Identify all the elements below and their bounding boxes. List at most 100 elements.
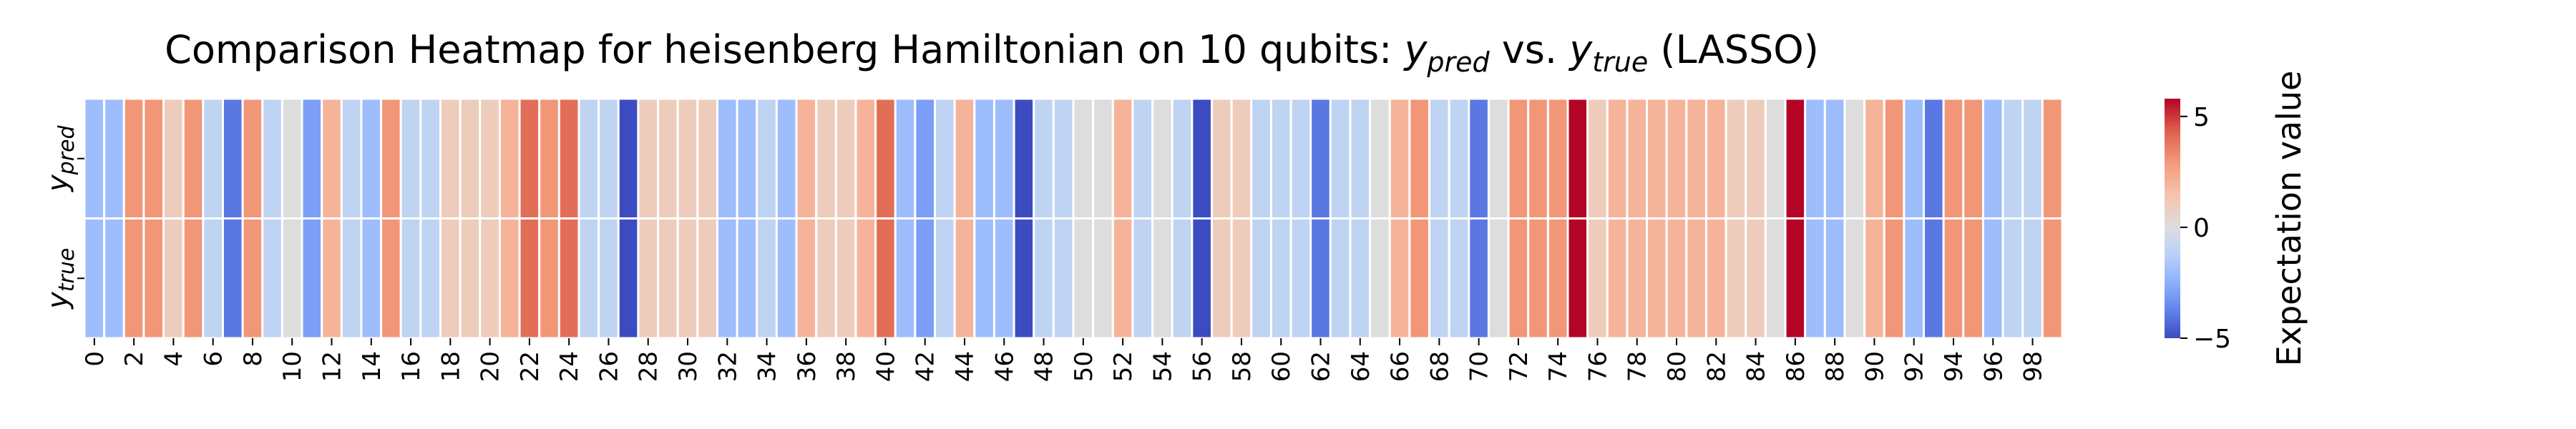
x-tick-label: 88 xyxy=(1821,351,1850,382)
x-tick-label: 10 xyxy=(278,351,307,382)
heatmap-cell xyxy=(1586,97,1609,220)
heatmap-cell xyxy=(498,97,521,220)
x-tick-label: 94 xyxy=(1940,351,1968,382)
heatmap-cell xyxy=(1210,217,1233,340)
x-tick-label: 74 xyxy=(1544,351,1573,382)
heatmap-cell xyxy=(1210,97,1233,220)
heatmap-cell xyxy=(1111,97,1134,220)
x-tick-label: 14 xyxy=(358,351,386,382)
x-tick-label: 40 xyxy=(872,351,900,382)
heatmap-cell xyxy=(617,217,640,340)
heatmap-cell xyxy=(419,217,442,340)
heatmap-cell xyxy=(815,97,837,220)
heatmap-cell xyxy=(1724,217,1747,340)
heatmap-cell xyxy=(1171,97,1194,220)
heatmap-cell xyxy=(1843,97,1866,220)
x-tick-label: 86 xyxy=(1782,351,1810,382)
heatmap-cell xyxy=(1072,97,1095,220)
heatmap-cell xyxy=(301,97,323,220)
heatmap-cell xyxy=(2021,97,2044,220)
heatmap-cell xyxy=(1448,97,1470,220)
heatmap-cell xyxy=(1289,97,1312,220)
heatmap-cell xyxy=(557,97,580,220)
x-tick-label: 62 xyxy=(1307,351,1336,382)
heatmap-cell xyxy=(280,97,303,220)
heatmap-cell xyxy=(1388,217,1411,340)
x-tick-label: 76 xyxy=(1584,351,1612,382)
heatmap-cell xyxy=(815,217,837,340)
x-tick-label: 52 xyxy=(1109,351,1138,382)
heatmap-cell xyxy=(1487,97,1510,220)
heatmap-cell xyxy=(1903,217,1926,340)
x-tick-label: 48 xyxy=(1030,351,1059,382)
colorbar-tick-label: 5 xyxy=(2193,103,2210,132)
heatmap-cell xyxy=(1052,217,1075,340)
heatmap-cell xyxy=(1230,97,1253,220)
heatmap-cell xyxy=(1428,97,1450,220)
heatmap-cell xyxy=(1566,217,1589,340)
heatmap-cell xyxy=(696,217,718,340)
heatmap-cell xyxy=(142,217,165,340)
heatmap-cell xyxy=(1230,217,1253,340)
heatmap-cell xyxy=(1092,217,1114,340)
heatmap-cell xyxy=(1388,97,1411,220)
heatmap-cell xyxy=(479,97,501,220)
heatmap-cell xyxy=(874,217,897,340)
heatmap-cell xyxy=(854,217,877,340)
x-tick-label: 20 xyxy=(477,351,505,382)
heatmap-cell xyxy=(1191,217,1213,340)
heatmap-cell xyxy=(637,217,660,340)
heatmap-cell xyxy=(775,97,798,220)
colorbar-ticks: −5 0 5 xyxy=(2180,103,2231,354)
heatmap-cell xyxy=(597,97,620,220)
heatmap-cell xyxy=(280,217,303,340)
x-tick-label: 8 xyxy=(239,351,268,367)
heatmap-cell xyxy=(380,217,402,340)
heatmap-cell xyxy=(1250,97,1272,220)
colorbar-tick-label: 0 xyxy=(2193,214,2210,243)
heatmap-cell xyxy=(340,97,363,220)
heatmap-cell xyxy=(617,97,640,220)
colorbar-tick-label: −5 xyxy=(2193,325,2231,354)
heatmap-cell xyxy=(775,217,798,340)
heatmap-cell xyxy=(716,217,738,340)
heatmap-cell xyxy=(1468,217,1490,340)
heatmap-cell xyxy=(1942,217,1965,340)
x-tick-label: 6 xyxy=(200,351,228,367)
heatmap-cell xyxy=(914,217,937,340)
heatmap-cell xyxy=(202,97,224,220)
x-tick-label: 98 xyxy=(2019,351,2048,382)
x-tick-label: 80 xyxy=(1663,351,1692,382)
heatmap-cell xyxy=(360,97,383,220)
heatmap-cell xyxy=(1586,217,1609,340)
heatmap-cell xyxy=(914,97,937,220)
x-tick-label: 50 xyxy=(1070,351,1098,382)
x-tick-label: 28 xyxy=(635,351,663,382)
heatmap-cell xyxy=(676,97,699,220)
heatmap-cell xyxy=(736,97,758,220)
heatmap-cell xyxy=(1981,97,2004,220)
heatmap-cell xyxy=(1013,217,1035,340)
colorbar: −5 0 5 Expectation value xyxy=(2165,71,2308,366)
heatmap-cell xyxy=(241,217,264,340)
heatmap-cell xyxy=(1468,97,1490,220)
x-tick-label: 34 xyxy=(753,351,782,382)
heatmap-cell xyxy=(1408,97,1431,220)
heatmap-cell xyxy=(498,217,521,340)
heatmap-cell xyxy=(1289,217,1312,340)
heatmap-cell xyxy=(1309,217,1332,340)
heatmap-cell xyxy=(1191,97,1213,220)
heatmap-cell xyxy=(221,97,244,220)
heatmap-cell xyxy=(716,97,738,220)
heatmap-cell xyxy=(479,217,501,340)
heatmap-cell xyxy=(1369,97,1391,220)
heatmap-cell xyxy=(1329,217,1352,340)
heatmap-cell xyxy=(340,217,363,340)
heatmap-cell xyxy=(1507,97,1530,220)
heatmap-cell xyxy=(1784,97,1807,220)
heatmap-cells xyxy=(83,97,2064,340)
chart-title: Comparison Heatmap for heisenberg Hamilt… xyxy=(165,27,1819,78)
heatmap-cell xyxy=(518,217,541,340)
heatmap-cell xyxy=(1665,97,1688,220)
heatmap-cell xyxy=(1546,217,1569,340)
